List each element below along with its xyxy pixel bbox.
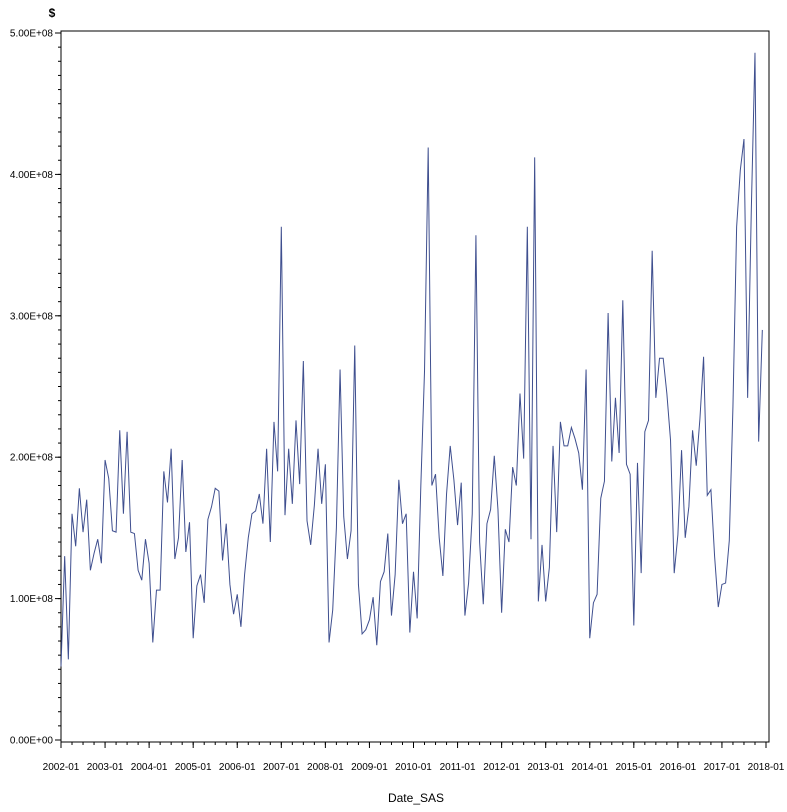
x-axis: 2002-01 2003-01 2004-01 2005-01 2006-01 2007-… — [43, 742, 785, 773]
x-tick-label: 2018-01 — [748, 762, 785, 773]
x-tick-label: 2008-01 — [307, 762, 344, 773]
x-tick-label: 2016-01 — [660, 762, 697, 773]
x-tick-label: 2013-01 — [527, 762, 564, 773]
y-tick-label: 5.00E+08 — [10, 29, 54, 40]
x-tick-label: 2012-01 — [483, 762, 520, 773]
x-tick-label: 2006-01 — [219, 762, 256, 773]
y-tick-label: 4.00E+08 — [10, 170, 54, 181]
x-tick-label: 2005-01 — [175, 762, 212, 773]
x-tick-label: 2011-01 — [440, 762, 476, 773]
x-tick-label: 2010-01 — [395, 762, 432, 773]
x-tick-label: 2003-01 — [87, 762, 124, 773]
y-tick-label: 2.00E+08 — [10, 453, 54, 464]
x-tick-label: 2015-01 — [615, 762, 652, 773]
plot-frame — [60, 30, 770, 743]
x-tick-label: 2009-01 — [351, 762, 388, 773]
x-tick-label: 2007-01 — [263, 762, 300, 773]
x-tick-label: 2017-01 — [704, 762, 741, 773]
y-axis: 0.00E+00 1.00E+08 2.00E+08 3.00E+08 4.00E+08… — [10, 29, 61, 747]
y-tick-label: 0.00E+00 — [10, 736, 54, 747]
y-tick-label: 1.00E+08 — [10, 594, 54, 605]
x-tick-label: 2004-01 — [131, 762, 168, 773]
series-line — [60, 52, 763, 667]
x-axis-title: Date_SAS — [388, 791, 444, 805]
y-tick-label: 3.00E+08 — [10, 311, 54, 322]
y-axis-title: $ — [49, 6, 56, 20]
x-tick-label: 2002-01 — [43, 762, 80, 773]
x-tick-label: 2014-01 — [571, 762, 608, 773]
